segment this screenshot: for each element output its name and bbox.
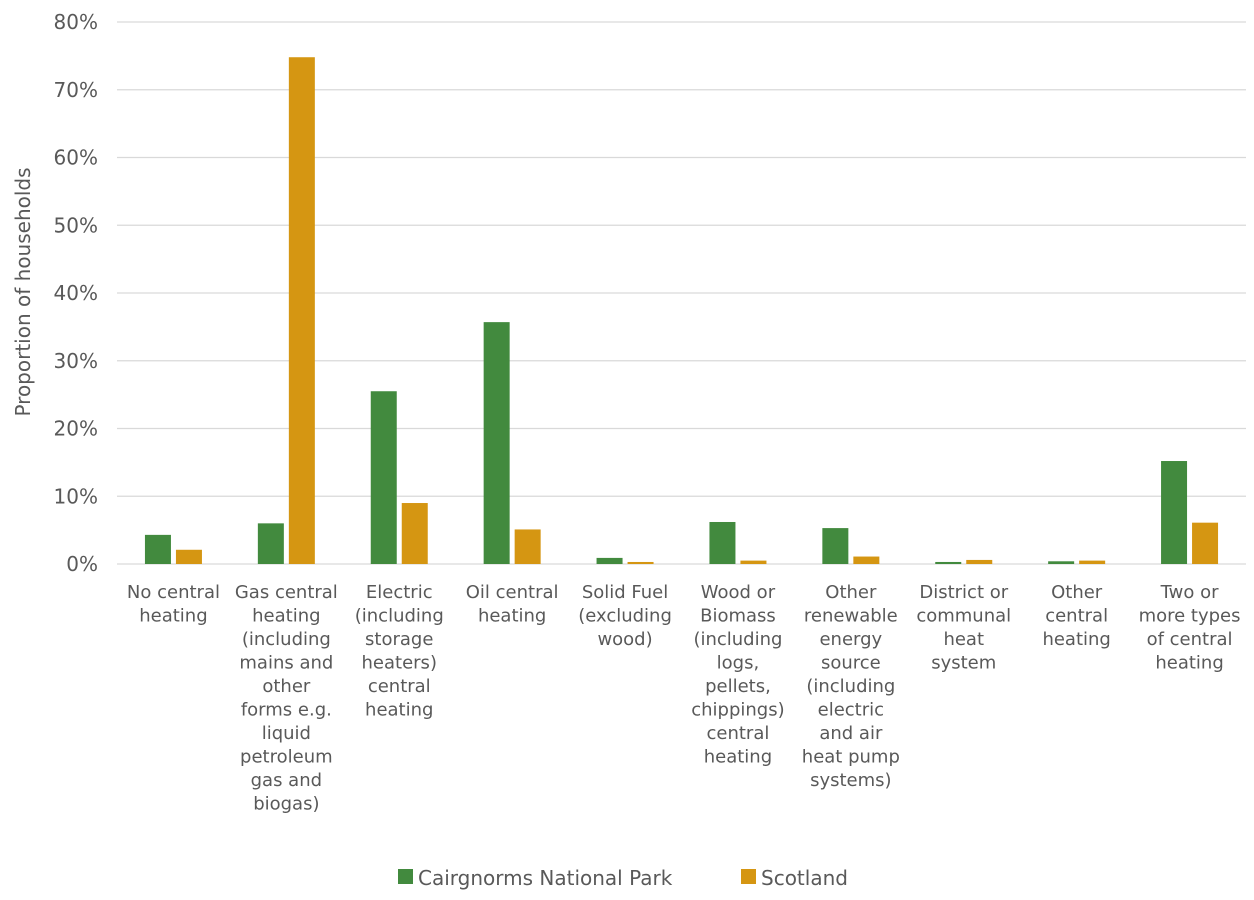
x-category-label: No central heating [127,582,220,627]
bar-series-2 [627,561,654,564]
bar-series-1 [144,534,171,564]
legend-swatch [741,869,756,884]
y-tick-label: 60% [54,146,98,170]
x-category-label: Oil central heating [466,582,559,627]
y-tick-label: 10% [54,484,98,508]
x-category-label: Wood or Biomass (including logs, pellets, chi… [691,582,784,768]
bar-series-1 [1161,461,1188,564]
bar-series-1 [257,523,284,564]
bar-series-1 [370,391,397,564]
bar-series-2 [1192,522,1219,564]
legend-swatch [398,869,413,884]
bar-series-1 [709,521,736,564]
bar-series-1 [596,557,623,564]
bar-series-2 [514,529,541,564]
x-category-label: Gas central heating (including mains and oth… [235,582,338,815]
x-axis-categories: No central heating Gas central heating (incl… [127,582,1241,815]
x-category-label: District or communal heat system [916,582,1011,674]
x-category-label: Other central heating [1042,582,1110,650]
bar-series-1 [935,561,962,564]
legend: Cairgnorms National Park Scotland [398,866,848,890]
y-tick-label: 30% [54,349,98,373]
y-tick-label: 80% [54,10,98,34]
x-category-label: Other renewable energy source (including elec… [802,582,900,791]
bar-series-1 [822,528,849,564]
x-category-label: Electric (including storage heaters) central… [355,582,444,721]
bar-series-2 [401,503,428,564]
gridlines [117,21,1246,565]
x-category-label: Two or more types of central heating [1139,582,1241,674]
bar-series-2 [853,556,880,564]
y-axis-ticks: 0% 10% 20% 30% 40% 50% 60% 70% 80% [54,10,98,576]
bars [144,57,1219,564]
y-tick-label: 0% [66,552,98,576]
y-tick-label: 50% [54,213,98,237]
y-tick-label: 40% [54,281,98,305]
bar-series-2 [740,560,767,564]
x-category-label: Solid Fuel (excluding wood) [578,582,672,650]
bar-series-2 [175,549,202,564]
bar-series-1 [483,322,510,564]
bar-series-2 [1079,560,1106,564]
y-tick-label: 70% [54,78,98,102]
y-axis-title: Proportion of households [11,167,35,416]
y-tick-label: 20% [54,417,98,441]
bar-series-2 [966,559,993,564]
bar-series-1 [1048,561,1075,564]
legend-label: Cairgnorms National Park [418,866,673,890]
bar-series-2 [288,57,315,564]
legend-label: Scotland [761,866,848,890]
